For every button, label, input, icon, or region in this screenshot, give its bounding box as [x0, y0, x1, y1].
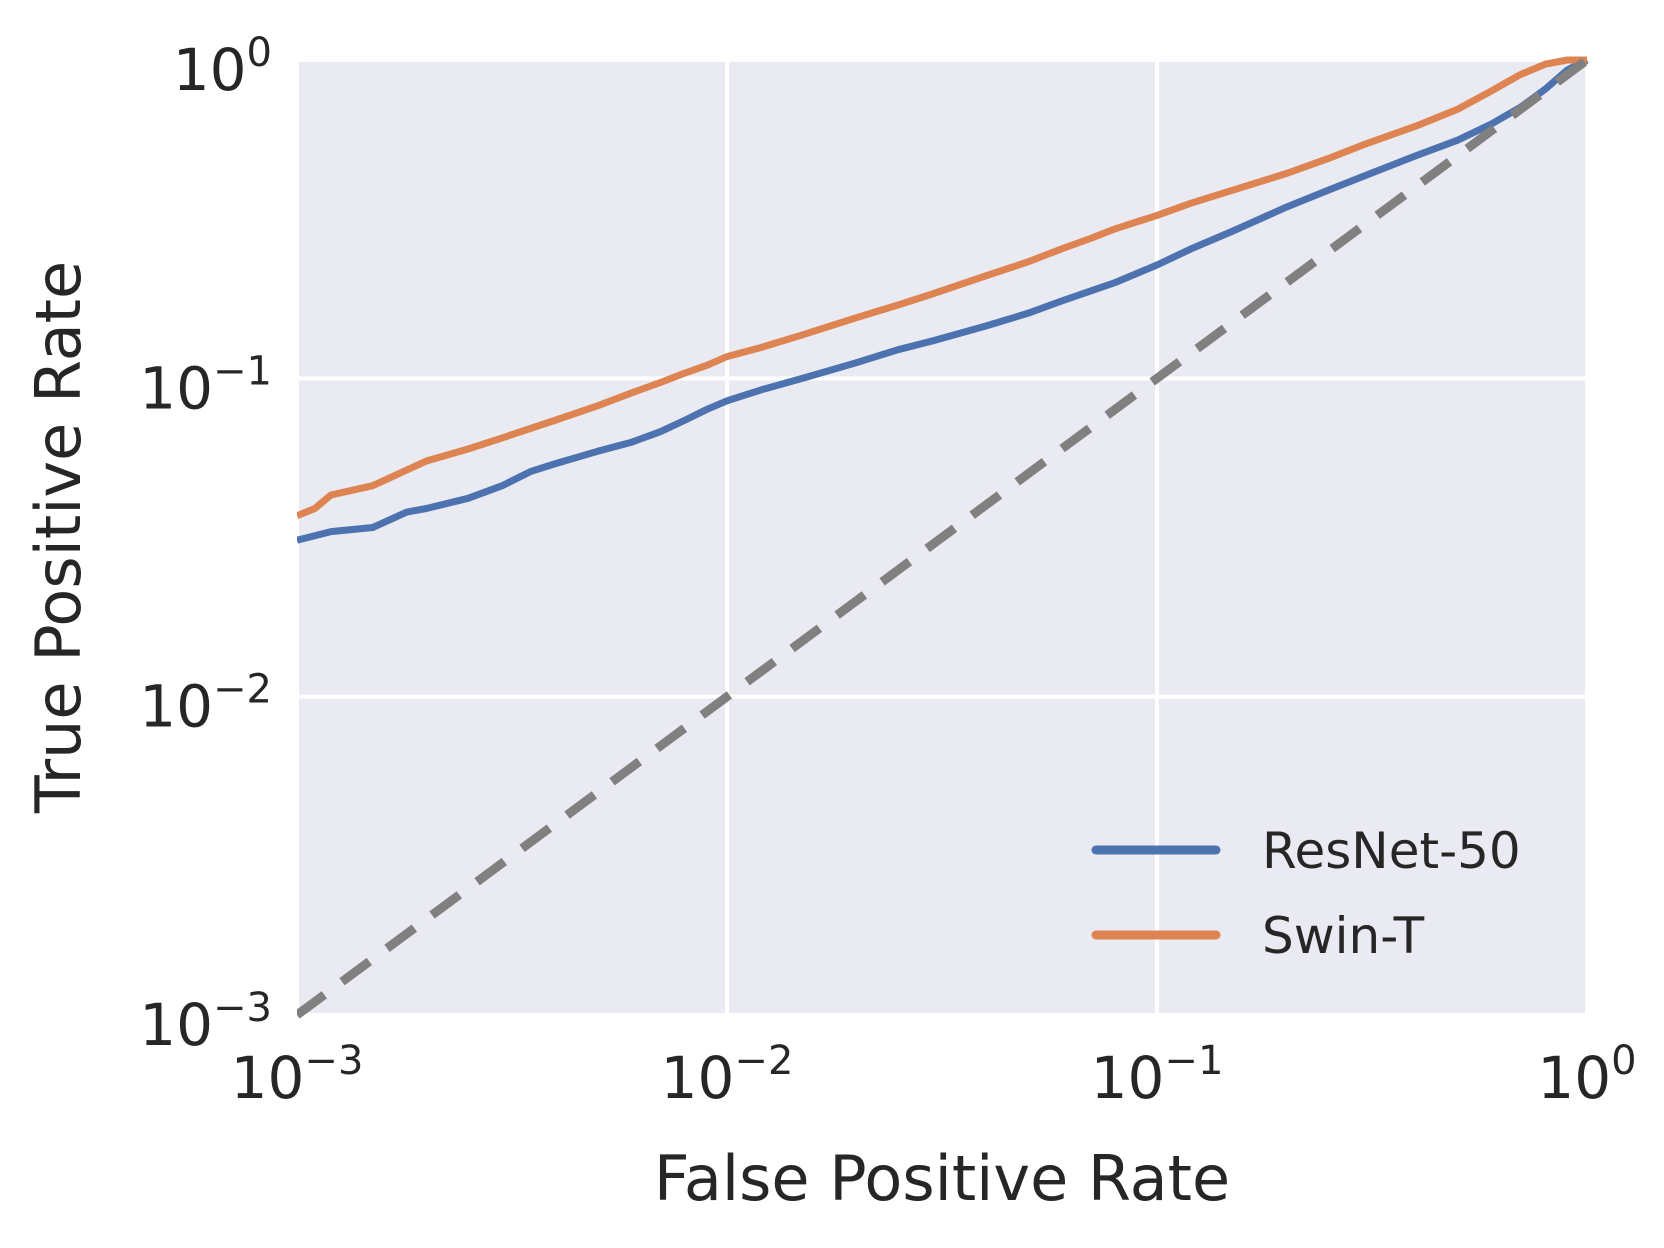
y-tick-label: 10−1	[139, 348, 272, 422]
x-tick-labels: 10−3 10−2 10−1 100	[231, 1038, 1637, 1112]
x-tick-label: 10−3	[231, 1038, 364, 1112]
x-tick-label: 10−2	[661, 1038, 794, 1112]
x-tick-label: 100	[1537, 1038, 1636, 1112]
y-axis-label: True Positive Rate	[22, 261, 95, 814]
chance-diagonal-line	[297, 56, 1590, 1019]
legend-label: Swin-T	[1262, 907, 1425, 965]
y-tick-label: 10−2	[139, 667, 272, 741]
grid-lines	[295, 58, 1589, 1017]
series-line-swin-t	[297, 56, 1587, 520]
series-line-resnet-50	[297, 56, 1589, 544]
legend-label: ResNet-50	[1262, 822, 1521, 880]
series-lines	[297, 56, 1590, 1019]
y-tick-label: 100	[173, 30, 272, 104]
y-tick-label: 10−3	[139, 985, 272, 1059]
y-tick-labels: 10−3 10−2 10−1 100	[139, 30, 272, 1059]
legend: ResNet-50 Swin-T	[1091, 822, 1521, 965]
x-tick-label: 10−1	[1091, 1038, 1224, 1112]
x-axis-label: False Positive Rate	[654, 1142, 1230, 1215]
